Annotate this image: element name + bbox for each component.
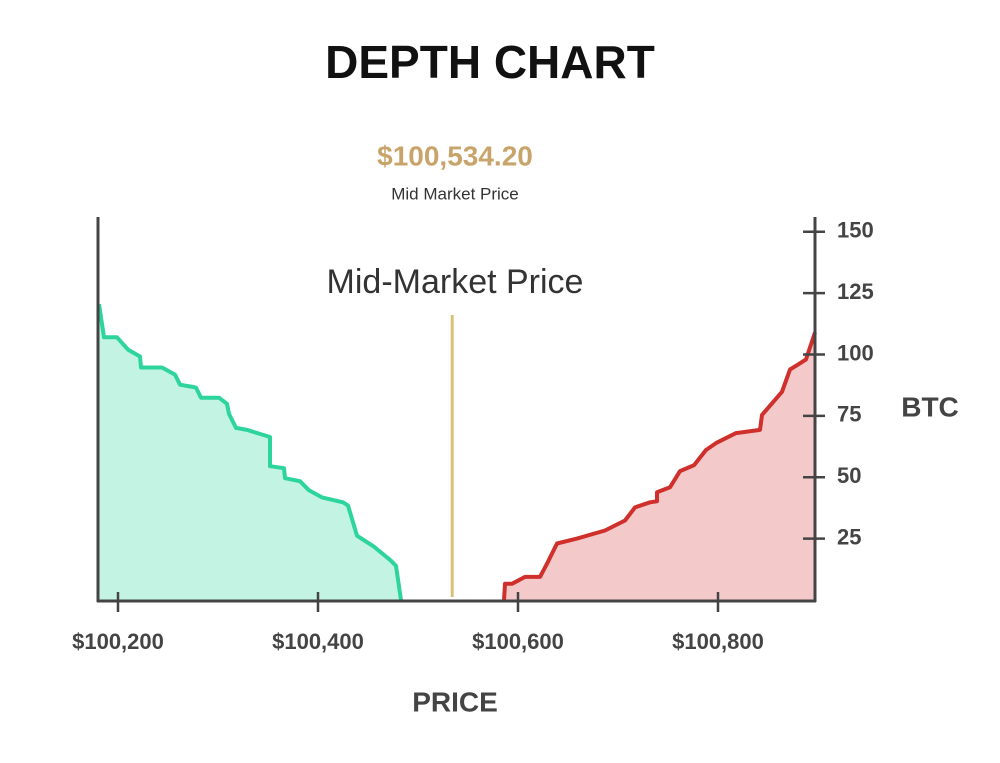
- y-tick-label: 100: [837, 340, 874, 365]
- depth-area: [99, 304, 401, 600]
- depth-line: [502, 331, 817, 601]
- x-tick-label: $100,800: [672, 629, 764, 654]
- depth-area: [504, 332, 815, 600]
- y-axis-label: BTC: [901, 391, 959, 422]
- y-tick-label: 75: [837, 402, 861, 427]
- x-axis-label: PRICE: [412, 686, 498, 717]
- x-tick-label: $100,200: [72, 629, 164, 654]
- y-tick-label: 25: [837, 524, 861, 549]
- y-tick-label: 150: [837, 218, 874, 243]
- y-tick-label: 125: [837, 279, 874, 304]
- y-tick-label: 50: [837, 463, 861, 488]
- mid-price-caption: Mid Market Price: [391, 184, 519, 203]
- x-tick-label: $100,400: [272, 629, 364, 654]
- depth-line: [97, 303, 403, 601]
- x-tick-label: $100,600: [472, 629, 564, 654]
- annotation: Mid-Market Price: [327, 263, 584, 301]
- mid-price-value: $100,534.20: [377, 140, 533, 171]
- chart-title: DEPTH CHART: [325, 36, 655, 88]
